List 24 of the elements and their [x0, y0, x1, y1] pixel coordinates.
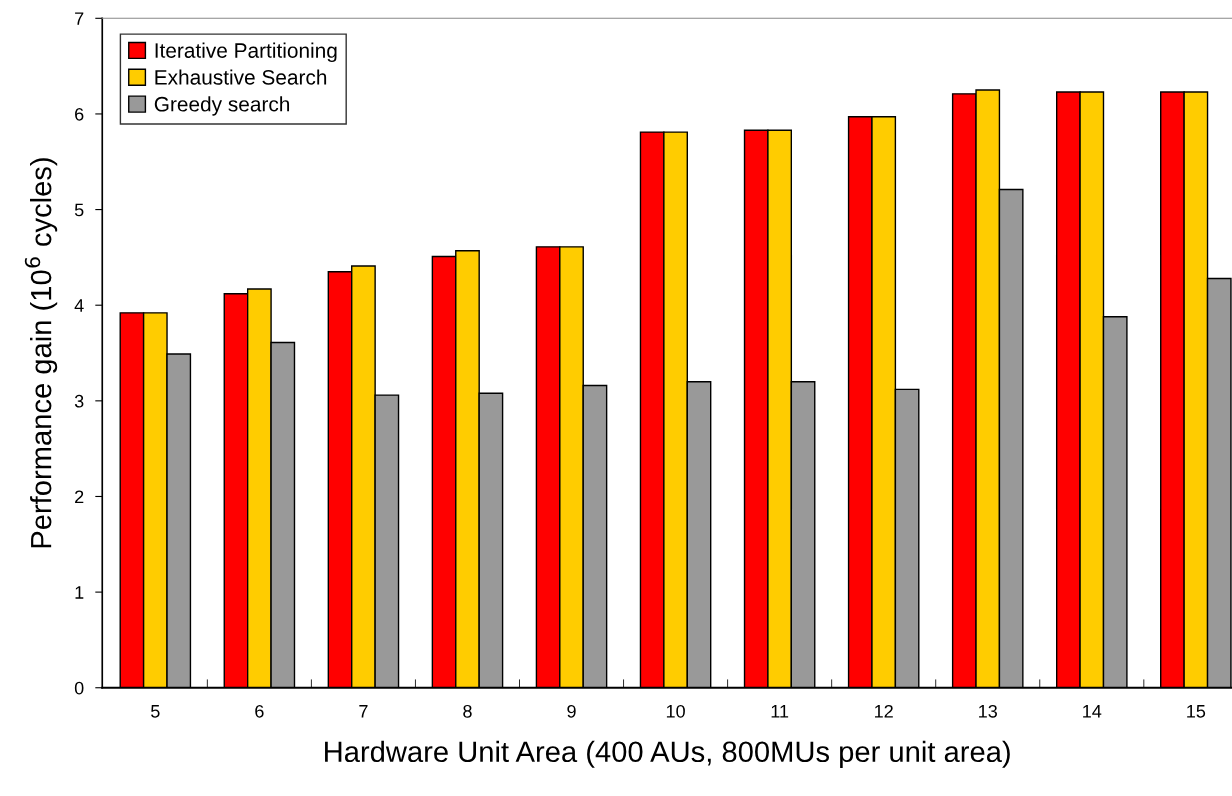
legend-label: Exhaustive Search [155, 69, 327, 85]
x-tick-label: 10 [666, 704, 685, 718]
y-tick-label: 5 [74, 203, 84, 217]
x-tick-label: 14 [1083, 705, 1102, 718]
x-tick-label: 5 [151, 705, 160, 718]
x-axis-title: Hardware Unit Area (400 AUs, 800MUs per unit area) [325, 740, 1010, 768]
x-tick-label: 9 [567, 704, 576, 718]
x-tick-label: 6 [255, 704, 264, 718]
x-tick-label: 15 [1187, 705, 1206, 718]
y-tick-label: 0 [74, 681, 84, 695]
x-tick-label: 7 [359, 705, 368, 718]
x-tick-label: 8 [463, 704, 472, 718]
y-axis-title: Performance gain (10$^{6}$ cycles) [24, 158, 58, 548]
legend-label: Iterative Partitioning [155, 42, 337, 63]
legend-label: Greedy search [154, 96, 290, 116]
x-tick-label: 12 [875, 704, 893, 718]
y-tick-label: 2 [75, 490, 84, 504]
y-tick-label: 4 [74, 299, 84, 312]
y-tick-label: 7 [75, 12, 84, 25]
x-tick-label: 11 [771, 705, 789, 718]
y-tick-label: 1 [75, 586, 84, 599]
y-tick-label: 6 [75, 107, 84, 121]
y-tick-label: 3 [74, 394, 84, 408]
x-tick-label: 13 [979, 704, 997, 718]
